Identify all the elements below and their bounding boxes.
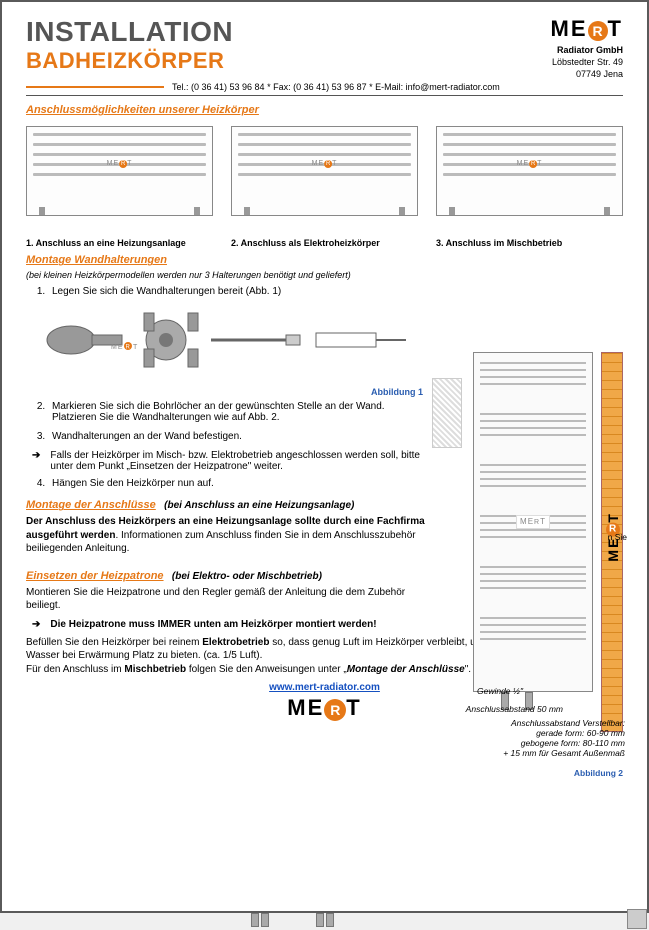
bracket-svg: ME R T <box>36 305 416 383</box>
annot-abstand: Anschlussabstand 50 mm <box>466 704 563 714</box>
section3: Montage der Anschlüsse (bei Anschluss an… <box>26 499 426 511</box>
valve-icon <box>240 913 280 929</box>
radiator-col-3: MERT 3. Anschluss im Mischbetrieb <box>436 126 623 248</box>
radiator-mini-logo: MERT <box>517 160 543 168</box>
radiator-figure-2: MERT <box>231 126 418 216</box>
radiator-mini-logo: MERT <box>107 160 133 168</box>
company-street: Löbstedter Str. 49 <box>552 57 623 67</box>
section1-heading: Anschlussmöglichkeiten unserer Heizkörpe… <box>26 104 623 116</box>
logo-e: E <box>571 16 588 41</box>
left-column: Markieren Sie sich die Bohrlöcher an der… <box>26 401 426 630</box>
big-radiator: MERT <box>473 352 593 692</box>
radiator-col-1: MERT 1. Anschluss an eine Heizungsanlage <box>26 126 213 248</box>
annot-verstell: Anschlussabstand Verstellbar: <box>511 718 625 728</box>
arrow-note-1: ➔ Falls der Heizkörper im Misch- bzw. El… <box>32 450 426 472</box>
company-city: 07749 Jena <box>576 69 623 79</box>
annot-gewinde: Gewinde ½" <box>477 686 523 696</box>
figure2: MERT MERT Gewinde ½" Anschlussabstand 50… <box>428 352 623 782</box>
step-4: Hängen Sie den Heizkörper nun auf. <box>48 478 426 489</box>
section4-note: (bei Elektro- oder Mischbetrieb) <box>172 571 322 582</box>
logo-r-circle: R <box>588 21 608 41</box>
figure2-caption: Abbildung 2 <box>574 768 623 778</box>
logo-t: T <box>608 16 623 41</box>
annot-extra: + 15 mm für Gesamt Außenmaß <box>503 748 625 758</box>
logo-block: MERT Radiator GmbH Löbstedter Str. 49 07… <box>551 16 623 80</box>
big-rad-logo: MERT <box>516 515 550 529</box>
step-2: Markieren Sie sich die Bohrlöcher an der… <box>48 401 426 423</box>
electro-box-icon <box>627 909 647 929</box>
title-badheizkoerper: BADHEIZKÖRPER <box>26 48 551 74</box>
svg-text:R: R <box>126 345 131 351</box>
orange-rule <box>26 86 164 88</box>
section3-text: Der Anschluss des Heizkörpers an eine He… <box>26 515 426 556</box>
steps-list-3: Hängen Sie den Heizkörper nun auf. <box>48 478 426 489</box>
title-installation: INSTALLATION <box>26 16 551 48</box>
step-3: Wandhalterungen an der Wand befestigen. <box>48 431 426 442</box>
arrow-icon: ➔ <box>32 619 40 630</box>
page: INSTALLATION BADHEIZKÖRPER MERT Radiator… <box>0 0 649 913</box>
svg-text:ME: ME <box>111 344 124 351</box>
steps-list-2: Markieren Sie sich die Bohrlöcher an der… <box>48 401 426 442</box>
radiator-caption-1: 1. Anschluss an eine Heizungsanlage <box>26 238 213 248</box>
step-1: Legen Sie sich die Wandhalterungen berei… <box>48 286 623 297</box>
annot-gerade: gerade form: 60-90 mm <box>536 728 625 738</box>
section4-text1: Montieren Sie die Heizpatrone und den Re… <box>26 586 426 613</box>
section2-heading: Montage Wandhalterungen <box>26 254 623 266</box>
arrow-text: Falls der Heizkörper im Misch- bzw. Elek… <box>50 450 426 472</box>
contact-line: Tel.: (0 36 41) 53 96 84 * Fax: (0 36 41… <box>172 82 500 92</box>
radiator-mini-logo: MERT <box>312 160 338 168</box>
logo-m: M <box>551 16 571 41</box>
section3-note: (bei Anschluss an eine Heizungsanlage) <box>164 500 354 511</box>
section4-heading: Einsetzen der Heizpatrone <box>26 570 164 582</box>
annot-block: Anschlussabstand Verstellbar: gerade for… <box>445 718 625 758</box>
radiator-row: MERT 1. Anschluss an eine Heizungsanlage… <box>26 126 623 248</box>
mert-logo: MERT <box>551 16 623 42</box>
steps-list: Legen Sie sich die Wandhalterungen berei… <box>48 286 623 297</box>
figure1-caption: Abbildung 1 <box>26 387 423 397</box>
radiator-caption-3: 3. Anschluss im Mischbetrieb <box>436 238 623 248</box>
cutoff-text: n Sie <box>608 532 627 542</box>
radiator-figure-3: MERT <box>436 126 623 216</box>
title-block: INSTALLATION BADHEIZKÖRPER <box>26 16 551 74</box>
radiator-col-2: MERT 2. Anschluss als Elektroheizkörper <box>231 126 418 248</box>
arrow-note-2: ➔ Die Heizpatrone muss IMMER unten am He… <box>32 619 426 630</box>
radiator-caption-2: 2. Anschluss als Elektroheizkörper <box>231 238 418 248</box>
subtitle-divider: Tel.: (0 36 41) 53 96 84 * Fax: (0 36 41… <box>26 82 623 92</box>
section4: Einsetzen der Heizpatrone (bei Elektro- … <box>26 570 426 582</box>
arrow-text-bold: Die Heizpatrone muss IMMER unten am Heiz… <box>50 619 376 630</box>
arrow-icon: ➔ <box>32 450 40 472</box>
header: INSTALLATION BADHEIZKÖRPER MERT Radiator… <box>26 16 623 80</box>
radiator-figure-1: MERT <box>26 126 213 216</box>
valve-icon <box>305 913 345 929</box>
section2-note: (bei kleinen Heizkörpermodellen werden n… <box>26 270 623 280</box>
footer-url[interactable]: www.mert-radiator.com <box>269 682 380 693</box>
company-name: Radiator GmbH <box>557 45 623 55</box>
annot-gebogen: gebogene form: 80-110 mm <box>521 738 625 748</box>
company-info: Radiator GmbH Löbstedter Str. 49 07749 J… <box>551 44 623 80</box>
section3-heading: Montage der Anschlüsse <box>26 499 156 511</box>
horizontal-rule <box>26 95 623 96</box>
svg-text:T: T <box>133 344 138 351</box>
